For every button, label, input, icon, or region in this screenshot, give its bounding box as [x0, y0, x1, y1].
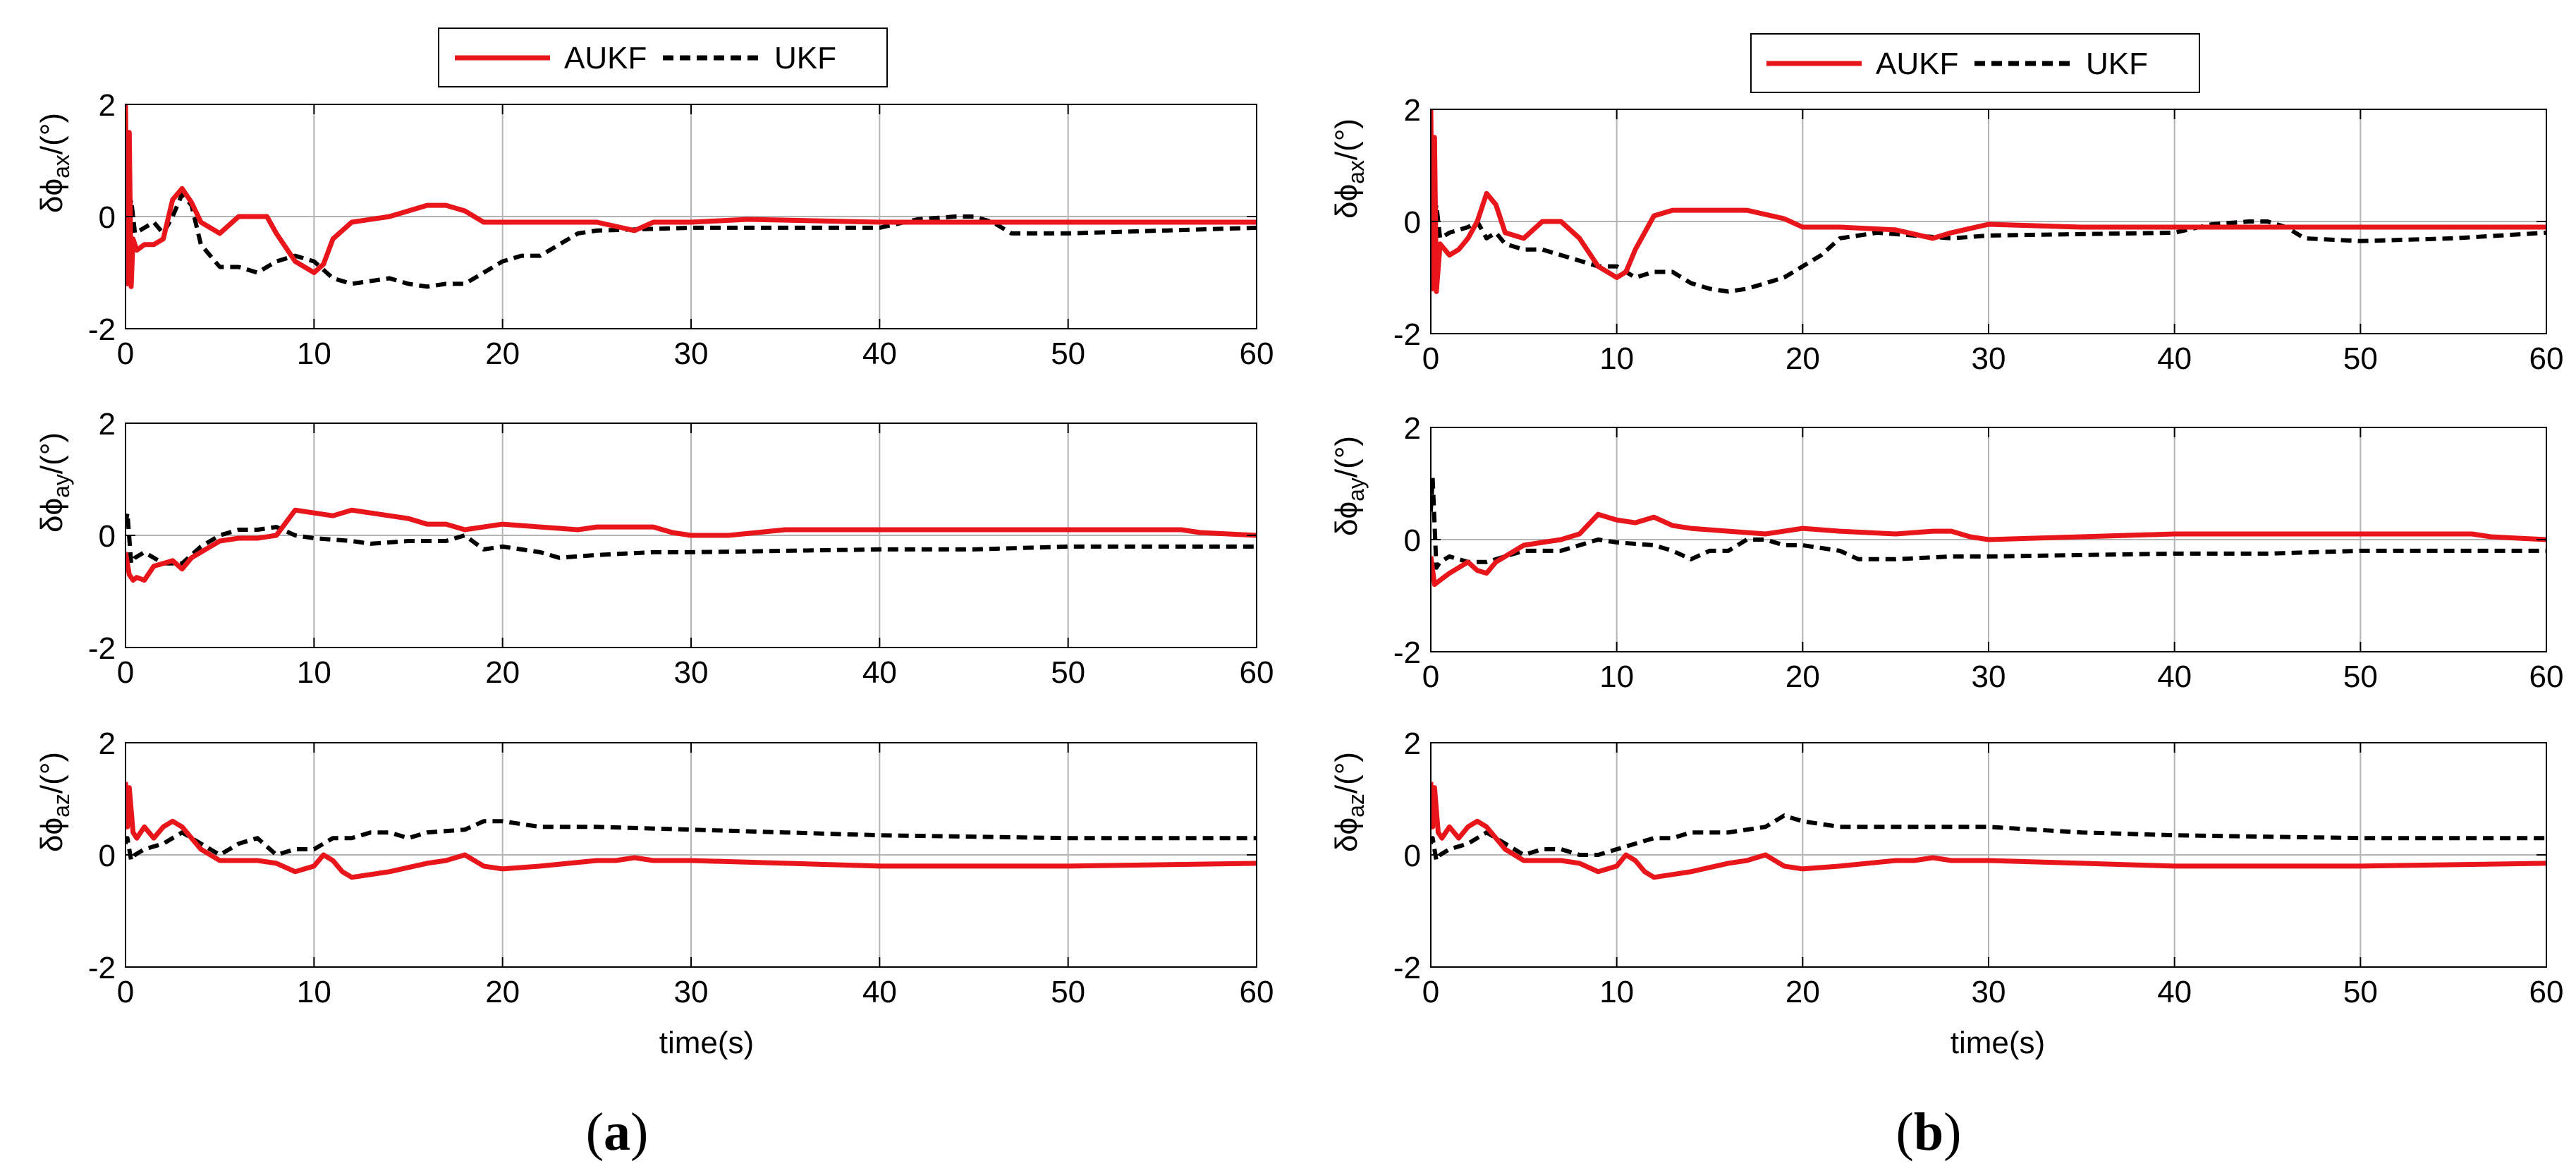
x-tick-label: 10 — [1599, 660, 1634, 694]
x-tick-label: 10 — [1599, 341, 1634, 376]
legend-a: AUKF UKF — [438, 28, 888, 87]
x-tick-label: 10 — [297, 655, 331, 690]
x-tick-label: 50 — [1051, 975, 1085, 1009]
xlabel-b: time(s) — [1951, 1026, 2045, 1060]
x-tick-label: 20 — [1786, 975, 1820, 1009]
y-tick-label: -2 — [1393, 951, 1421, 985]
x-tick-label: 60 — [1240, 655, 1274, 690]
series-line-ukf — [126, 819, 1257, 863]
y-tick-label: 2 — [1404, 93, 1421, 128]
panel-label-b: (b) — [1896, 1102, 1962, 1162]
x-tick-label: 60 — [2529, 341, 2564, 376]
x-tick-label: 40 — [2157, 660, 2192, 694]
y-tick-label: 0 — [99, 200, 116, 235]
x-tick-label: 0 — [1422, 341, 1439, 376]
legend-b: AUKF UKF — [1750, 33, 2200, 93]
ylabel-b-ay: δϕay/(°) — [1329, 436, 1369, 536]
subplot-a-ay: 0 10 20 30 40 50 60-202 — [88, 407, 1274, 690]
y-tick-label: 0 — [1404, 839, 1421, 873]
y-tick-label: -2 — [88, 951, 116, 985]
x-tick-label: 40 — [862, 655, 897, 690]
xlabel-a: time(s) — [659, 1026, 754, 1060]
y-tick-label: 2 — [1404, 727, 1421, 761]
series-line-ukf — [1431, 199, 2546, 294]
series-line-aukf — [1431, 109, 2546, 294]
x-tick-label: 0 — [1422, 660, 1439, 694]
x-tick-label: 20 — [485, 655, 520, 690]
x-tick-label: 0 — [117, 655, 134, 690]
x-tick-label: 30 — [1972, 660, 2006, 694]
subplot-b-ay: 0 10 20 30 40 50 60-202 — [1393, 411, 2564, 694]
subplot-b-ax: 0 10 20 30 40 50 60-202 — [1393, 93, 2564, 376]
legend-label-aukf: AUKF — [564, 41, 647, 75]
y-tick-label: 0 — [1404, 523, 1421, 558]
subplot-a-ax: 0 10 20 30 40 50 60-202 — [88, 88, 1274, 371]
x-tick-label: 50 — [2343, 341, 2378, 376]
x-tick-label: 50 — [2343, 975, 2378, 1009]
x-tick-label: 0 — [1422, 975, 1439, 1009]
x-tick-label: 0 — [117, 975, 134, 1009]
x-tick-label: 20 — [1786, 660, 1820, 694]
legend-label-ukf: UKF — [2086, 47, 2148, 81]
y-tick-label: 0 — [99, 519, 116, 554]
x-tick-label: 20 — [485, 336, 520, 371]
y-tick-label: 2 — [99, 407, 116, 442]
x-tick-label: 60 — [1240, 336, 1274, 371]
x-tick-label: 50 — [2343, 660, 2378, 694]
series-line-aukf — [126, 507, 1257, 583]
x-tick-label: 10 — [297, 336, 331, 371]
subplot-a-az: 0 10 20 30 40 50 60-202 — [88, 727, 1274, 1009]
x-tick-label: 0 — [117, 336, 134, 371]
x-tick-label: 40 — [862, 975, 897, 1009]
x-tick-label: 30 — [674, 655, 709, 690]
y-tick-label: -2 — [88, 312, 116, 347]
x-tick-label: 60 — [2529, 660, 2564, 694]
x-tick-label: 20 — [485, 975, 520, 1009]
x-tick-label: 40 — [2157, 975, 2192, 1009]
x-tick-label: 60 — [2529, 975, 2564, 1009]
series-line-aukf — [126, 104, 1257, 289]
ylabel-a-ay: δϕay/(°) — [35, 432, 74, 533]
x-tick-label: 20 — [1786, 341, 1820, 376]
legend-label-aukf: AUKF — [1876, 47, 1958, 81]
ylabel-b-ax: δϕax/(°) — [1329, 118, 1369, 219]
x-tick-label: 30 — [674, 975, 709, 1009]
x-tick-label: 60 — [1240, 975, 1274, 1009]
y-tick-label: 0 — [99, 839, 116, 873]
y-tick-label: 0 — [1404, 205, 1421, 240]
series-line-aukf — [1431, 511, 2546, 588]
series-line-ukf — [1431, 813, 2546, 863]
x-tick-label: 10 — [297, 975, 331, 1009]
x-tick-label: 40 — [2157, 341, 2192, 376]
y-tick-label: -2 — [1393, 317, 1421, 352]
x-tick-label: 50 — [1051, 336, 1085, 371]
legend-label-ukf: UKF — [774, 41, 836, 75]
y-tick-label: -2 — [1393, 636, 1421, 670]
x-tick-label: 30 — [674, 336, 709, 371]
ylabel-a-az: δϕaz/(°) — [35, 752, 74, 852]
y-tick-label: 2 — [1404, 411, 1421, 446]
series-line-aukf — [1431, 782, 2546, 880]
subplot-b-az: 0 10 20 30 40 50 60-202 — [1393, 727, 2564, 1009]
y-tick-label: 2 — [99, 727, 116, 761]
panel-label-a: (a) — [586, 1102, 649, 1162]
x-tick-label: 30 — [1972, 975, 2006, 1009]
ylabel-b-az: δϕaz/(°) — [1329, 752, 1369, 852]
x-tick-label: 40 — [862, 336, 897, 371]
y-tick-label: 2 — [99, 88, 116, 123]
x-tick-label: 10 — [1599, 975, 1634, 1009]
series-line-ukf — [1431, 475, 2546, 570]
ylabel-a-ax: δϕax/(°) — [35, 113, 74, 213]
x-tick-label: 50 — [1051, 655, 1085, 690]
y-tick-label: -2 — [88, 631, 116, 666]
series-line-aukf — [126, 782, 1257, 880]
x-tick-label: 30 — [1972, 341, 2006, 376]
series-line-ukf — [126, 511, 1257, 566]
